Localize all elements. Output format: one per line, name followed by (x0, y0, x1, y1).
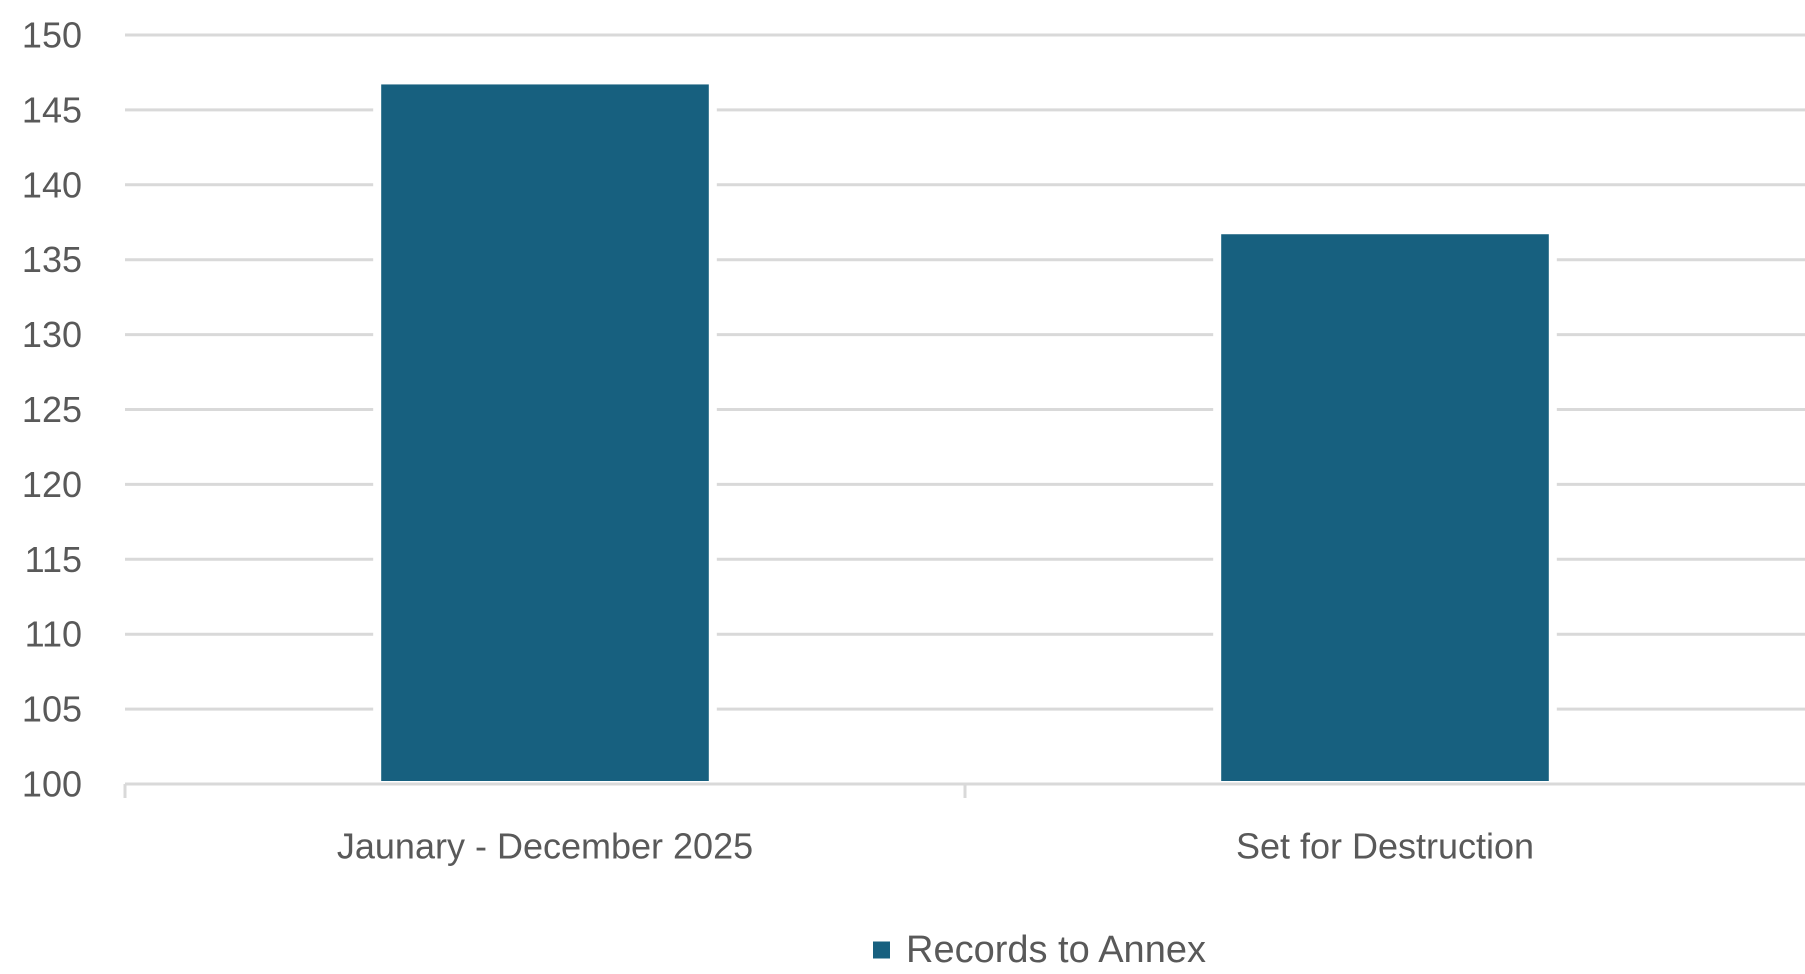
y-tick-label: 140 (22, 164, 82, 205)
y-tick-label: 105 (22, 689, 82, 730)
y-tick-label: 145 (22, 89, 82, 130)
x-category-label: Jaunary - December 2025 (337, 826, 753, 867)
bar (381, 84, 709, 781)
y-tick-label: 125 (22, 389, 82, 430)
bar (1221, 234, 1549, 781)
x-axis (123, 782, 1805, 798)
y-tick-label: 150 (22, 15, 82, 56)
y-tick-label: 115 (25, 539, 82, 580)
y-axis-tick-labels: 100 105 110 115 120 125 130 135 140 145 150 (22, 15, 82, 805)
y-tick-label: 110 (25, 614, 82, 655)
y-tick-label: 130 (22, 314, 82, 355)
bars (373, 84, 1557, 784)
legend-swatch (873, 941, 890, 959)
x-category-label: Set for Destruction (1236, 826, 1534, 867)
legend: Records to Annex (873, 929, 1206, 971)
y-tick-label: 135 (22, 239, 82, 280)
legend-label: Records to Annex (906, 929, 1206, 971)
y-tick-label: 100 (22, 764, 82, 805)
x-axis-category-labels: Jaunary - December 2025 Set for Destructi… (337, 826, 1534, 867)
y-tick-label: 120 (22, 464, 82, 505)
